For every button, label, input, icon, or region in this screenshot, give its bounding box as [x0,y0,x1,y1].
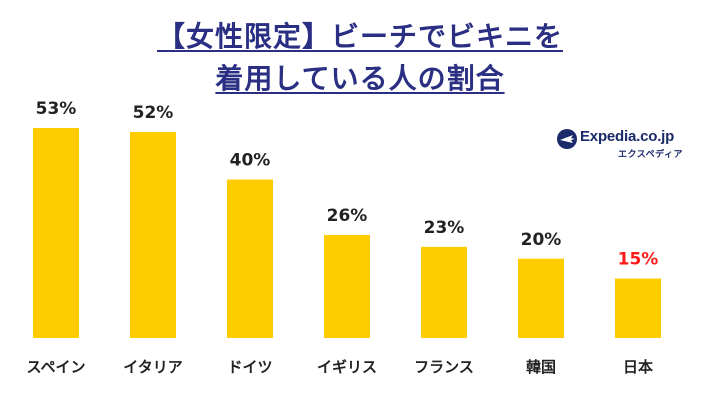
value-label-2: 52% [133,103,174,123]
value-label-5: 23% [424,218,465,238]
expedia-logo: Expedia.co.jp エクスペディア [556,128,696,170]
category-label-5: フランス [414,358,474,376]
bar-6 [518,258,564,338]
plane-globe-icon [557,129,577,149]
bar-1 [33,128,79,338]
value-label-6: 20% [521,230,562,250]
value-label-7: 15% [618,250,659,270]
chart-title-line-2: 着用している人の割合 [215,62,505,95]
category-label-1: スペイン [27,358,86,376]
logo-brand-text: Expedia.co.jp [580,128,675,145]
category-label-3: ドイツ [227,358,272,376]
category-label-6: 韓国 [526,358,556,376]
bar-3 [227,179,273,338]
bar-5 [421,246,467,338]
category-label-7: 日本 [623,358,653,376]
logo-sub-text: エクスペディア [618,150,683,160]
bar-7 [615,278,661,338]
category-label-2: イタリア [123,358,182,376]
bar-2 [130,131,176,338]
value-label-3: 40% [230,151,271,171]
value-label-1: 53% [36,99,77,119]
bar-4 [324,234,370,338]
chart-title-line-1: 【女性限定】ビーチでビキニを [156,20,563,53]
value-label-4: 26% [327,206,368,226]
category-label-4: イギリス [317,358,377,376]
